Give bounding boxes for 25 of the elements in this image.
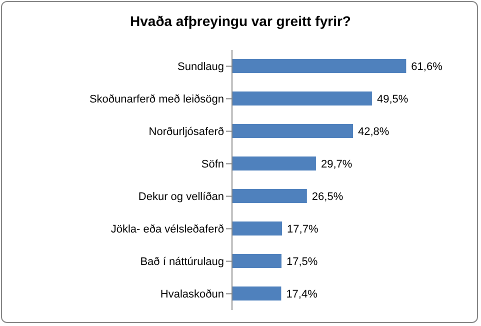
bar bbox=[232, 189, 307, 203]
data-label: 17,4% bbox=[286, 288, 318, 300]
y-tick-label: Söfn bbox=[201, 158, 224, 171]
bar bbox=[232, 222, 282, 236]
y-tick-label: Jökla- eða vélsleðaferð bbox=[110, 224, 224, 236]
y-tick-label: Sundlaug bbox=[178, 61, 224, 74]
y-tick-label: Hvalaskoðun bbox=[160, 288, 224, 301]
data-label: 17,7% bbox=[287, 223, 318, 236]
y-tick-label: Skoðunarferð með leiðsögn bbox=[89, 94, 224, 106]
chart-title: Hvaða afþreyingu var greitt fyrir? bbox=[129, 13, 352, 29]
data-label: 26,5% bbox=[312, 190, 344, 203]
data-label: 61,6% bbox=[411, 60, 443, 73]
bar bbox=[232, 92, 372, 106]
y-tick-label: Bað í náttúrulaug bbox=[140, 256, 224, 268]
data-label: 49,5% bbox=[376, 93, 408, 106]
data-label: 42,8% bbox=[358, 126, 390, 138]
data-label: 29,7% bbox=[320, 158, 352, 170]
y-tick-label: Dekur og vellíðan bbox=[138, 191, 224, 204]
data-label: 17,5% bbox=[286, 256, 318, 268]
y-tick-label: Norðurljósaferð bbox=[148, 126, 224, 138]
bar bbox=[232, 59, 406, 73]
bar bbox=[232, 254, 282, 268]
bar bbox=[232, 124, 354, 138]
bar bbox=[232, 156, 316, 170]
bar bbox=[232, 286, 282, 300]
